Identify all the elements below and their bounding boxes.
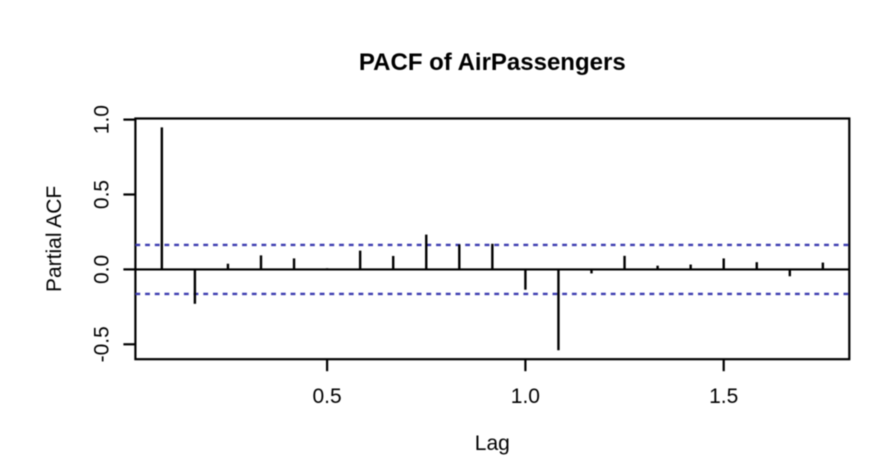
svg-text:PACF of AirPassengers: PACF of AirPassengers	[359, 49, 626, 76]
svg-text:0.5: 0.5	[91, 180, 114, 209]
svg-text:-0.5: -0.5	[91, 326, 114, 362]
svg-text:0.5: 0.5	[312, 385, 341, 408]
svg-text:1.0: 1.0	[511, 385, 540, 408]
svg-text:0.0: 0.0	[91, 255, 114, 284]
svg-text:Lag: Lag	[475, 432, 510, 455]
svg-text:1.0: 1.0	[91, 105, 114, 134]
svg-text:1.5: 1.5	[709, 385, 738, 408]
svg-text:Partial ACF: Partial ACF	[43, 186, 66, 292]
